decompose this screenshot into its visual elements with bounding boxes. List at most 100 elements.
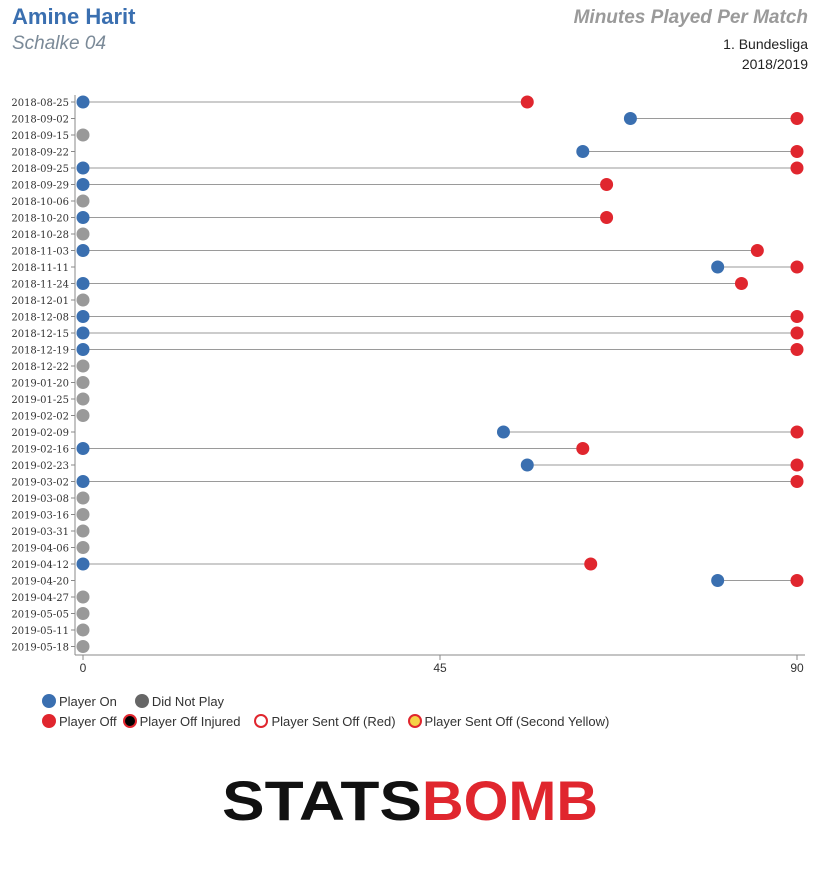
y-tick-label: 2018-10-20 <box>11 214 69 225</box>
did-not-play-point <box>76 508 90 521</box>
did-not-play-point <box>76 590 90 604</box>
y-tick-label: 2019-05-18 <box>11 643 69 654</box>
y-tick-label: 2019-02-02 <box>11 412 69 423</box>
did-not-play-point <box>76 524 90 538</box>
y-tick-label: 2019-04-06 <box>11 544 69 555</box>
legend-item-sent-off-second-yellow: Player Sent Off (Second Yellow) <box>407 713 610 729</box>
did-not-play-point <box>76 409 90 422</box>
player-on-point <box>76 475 90 488</box>
did-not-play-point <box>76 359 90 373</box>
player-on-marker-icon <box>42 694 56 708</box>
player-on-point <box>76 244 90 257</box>
player-on-point <box>76 442 90 455</box>
y-tick-label: 2019-03-08 <box>11 494 69 505</box>
player-off-point <box>790 260 804 274</box>
player-on-point <box>496 425 510 439</box>
player-on-point <box>520 458 534 472</box>
player-off-point <box>600 211 614 224</box>
did-not-play-point <box>76 623 90 637</box>
y-tick-label: 2019-04-20 <box>11 577 69 588</box>
legend-label: Did Not Play <box>151 693 225 709</box>
did-not-play-point <box>76 392 90 406</box>
did-not-play-point <box>76 128 90 142</box>
y-tick-label: 2018-12-01 <box>11 296 69 307</box>
legend-label: Player On <box>59 693 117 709</box>
player-off-point <box>790 145 804 158</box>
y-tick-label: 2019-03-02 <box>11 478 69 489</box>
y-tick-label: 2019-02-23 <box>11 461 69 472</box>
y-tick-label: 2018-09-22 <box>11 148 69 159</box>
legend-label: Player Sent Off (Second Yellow) <box>424 713 610 729</box>
player-on-point <box>76 178 90 191</box>
y-tick-label: 2019-05-05 <box>11 610 69 621</box>
y-tick-label: 2019-05-11 <box>11 626 69 637</box>
did-not-play-point <box>76 491 90 505</box>
y-tick-label: 2018-09-29 <box>11 181 69 192</box>
player-on-point <box>623 112 637 125</box>
did-not-play-marker-icon <box>134 694 149 708</box>
legend-label: Player Sent Off (Red) <box>271 713 396 729</box>
x-tick-label: 45 <box>433 661 447 675</box>
y-tick-label: 2018-11-11 <box>11 263 69 274</box>
y-tick-label: 2018-12-08 <box>11 313 69 324</box>
did-not-play-point <box>76 227 90 241</box>
logo-text-bomb: BOMB <box>422 772 598 828</box>
player-off-point <box>750 244 764 257</box>
player-on-point <box>76 343 90 356</box>
y-tick-label: 2018-12-22 <box>11 362 69 373</box>
y-tick-label: 2018-08-25 <box>11 98 69 109</box>
player-on-point <box>76 95 90 109</box>
legend-item-player-off: Player Off <box>42 714 117 729</box>
x-tick-label: 0 <box>80 661 87 675</box>
legend-item-player-off-injured: Player Off Injured <box>122 714 240 729</box>
player-off-point <box>734 277 748 290</box>
competition-label: 1. Bundesliga <box>723 36 808 52</box>
player-off-point <box>576 442 590 455</box>
player-off-point <box>790 343 804 356</box>
did-not-play-point <box>76 376 90 389</box>
player-off-point <box>790 458 804 472</box>
player-off-point <box>584 557 598 571</box>
y-tick-label: 2018-09-02 <box>11 115 69 126</box>
y-tick-label: 2018-10-06 <box>11 197 69 208</box>
player-off-point <box>600 178 614 191</box>
legend-label: Player Off <box>59 713 117 729</box>
did-not-play-point <box>76 640 90 653</box>
did-not-play-point <box>76 293 90 307</box>
y-tick-label: 2018-11-03 <box>11 247 69 258</box>
player-on-point <box>76 557 90 571</box>
player-off-marker-icon <box>42 714 56 728</box>
legend: Player On Did Not Play Player Off Player… <box>42 691 615 731</box>
player-off-point <box>790 161 804 175</box>
player-off-point <box>790 574 804 587</box>
y-tick-label: 2018-11-24 <box>11 280 69 291</box>
red-card-marker-icon <box>254 714 269 728</box>
player-on-point <box>576 145 590 158</box>
legend-row-1: Player On Did Not Play <box>42 691 615 711</box>
player-off-point <box>790 425 804 439</box>
injured-marker-icon <box>122 714 137 728</box>
y-tick-label: 2018-12-19 <box>11 346 69 357</box>
player-off-point <box>790 112 804 125</box>
player-off-point <box>790 326 804 340</box>
player-on-point <box>76 277 90 290</box>
y-tick-label: 2019-04-12 <box>11 560 69 571</box>
y-tick-label: 2019-01-25 <box>11 395 69 406</box>
player-on-point <box>76 310 90 323</box>
x-tick-label: 90 <box>790 661 804 675</box>
did-not-play-point <box>76 541 90 554</box>
legend-row-2: Player Off Player Off Injured Player Sen… <box>42 711 615 731</box>
did-not-play-point <box>76 607 90 620</box>
team-name: Schalke 04 <box>12 33 107 54</box>
legend-item-sent-off-red: Player Sent Off (Red) <box>254 713 396 729</box>
y-tick-label: 2019-04-27 <box>11 593 69 604</box>
y-tick-label: 2019-03-16 <box>11 511 69 522</box>
minutes-chart: 0 45 90 2018-08-25 2018-09-02 2018-09-15 2018-… <box>11 95 805 675</box>
y-tick-label: 2019-02-09 <box>11 428 69 439</box>
y-tick-label: 2018-10-28 <box>11 230 69 241</box>
player-on-point <box>711 574 725 587</box>
did-not-play-point <box>76 194 90 208</box>
player-on-point <box>76 211 90 224</box>
player-name: Amine Harit <box>12 4 136 29</box>
statsbomb-logo: STATS BOMB <box>222 772 598 828</box>
